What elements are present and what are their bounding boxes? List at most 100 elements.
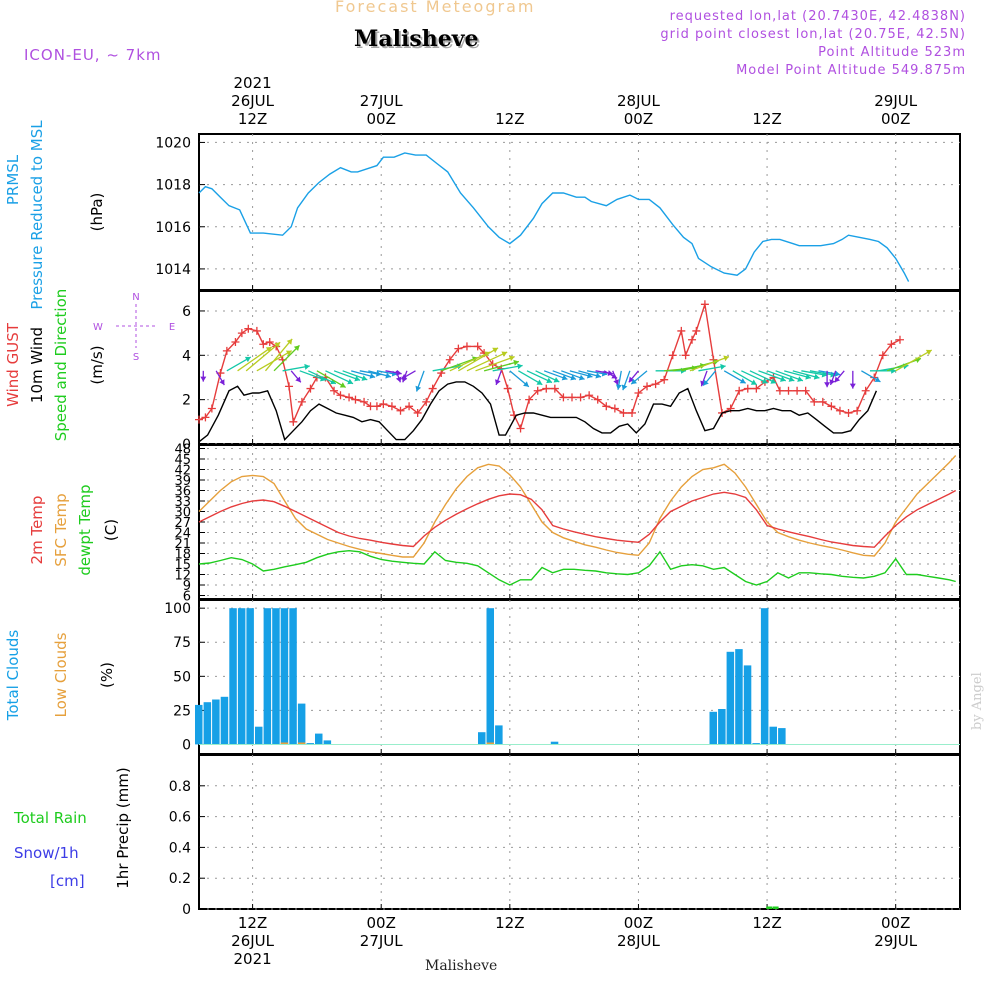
wind-arrow-head — [874, 376, 881, 382]
product-title: Forecast Meteogram — [335, 0, 536, 16]
gust-marker — [244, 324, 253, 333]
x-tick-label-bottom: 27JUL — [360, 932, 403, 950]
cloud-bar — [220, 696, 229, 745]
wind-arrow-head — [415, 385, 422, 392]
y-tick-label-temperature: 48 — [174, 443, 191, 458]
gust-marker — [681, 351, 690, 360]
wind-arrow-head — [495, 379, 501, 385]
gust-marker — [525, 395, 534, 404]
x-tick-label-top: 12Z — [238, 110, 267, 128]
gust-marker — [387, 402, 396, 411]
panel-label-clouds: Total Clouds — [4, 630, 22, 722]
wind-arrow-head — [536, 379, 543, 385]
series-wind-0 — [198, 304, 901, 431]
wind-arrow-head — [200, 376, 207, 382]
wind-arrow-head — [286, 338, 293, 345]
wind-arrow-head — [621, 384, 628, 391]
gust-marker — [550, 384, 559, 393]
series-temperature-2 — [198, 549, 956, 586]
x-tick-label-bottom: 29JUL — [874, 932, 917, 950]
wind-arrow-head — [513, 359, 519, 366]
gust-marker — [195, 415, 203, 424]
y-tick-label-pressure: 1016 — [155, 220, 191, 236]
gridpoint-coords: grid point closest lon,lat (20.75E, 42.5… — [660, 27, 966, 42]
requested-coords: requested lon,lat (20.7430E, 42.4838N) — [669, 9, 966, 24]
y-tick-label-temperature: 9 — [183, 579, 191, 594]
wind-arrow-head — [523, 381, 529, 387]
wind-arrow — [441, 356, 478, 372]
wind-arrow-head — [219, 379, 225, 386]
series-temperature-1 — [198, 489, 957, 548]
x-tick-label-bottom: 00Z — [367, 914, 396, 932]
wind-arrow-head — [700, 380, 706, 387]
gust-marker — [835, 406, 844, 415]
gust-marker — [619, 408, 628, 417]
gust-marker — [351, 395, 360, 404]
gust-marker — [360, 397, 369, 406]
series-pressure-0 — [198, 152, 910, 282]
gust-marker — [297, 397, 306, 406]
cloud-bar — [272, 608, 280, 745]
gust-marker — [870, 373, 879, 382]
y-tick-label-temperature: 42 — [174, 464, 191, 479]
cloud-bar — [212, 699, 220, 745]
y-tick-label-clouds: 25 — [173, 703, 191, 719]
wind-arrow-head — [395, 376, 402, 383]
footer-location: Malisheve — [425, 958, 498, 974]
cloud-bar — [195, 704, 203, 745]
wind-arrow-head — [925, 349, 932, 356]
cloud-bar — [297, 703, 306, 745]
y-tick-label-pressure: 1020 — [155, 135, 191, 151]
y-tick-label-clouds: 100 — [164, 601, 191, 617]
wind-arrow-head — [613, 379, 619, 385]
wind-arrow-head — [595, 372, 602, 379]
wind-arrow-head — [788, 376, 795, 382]
wind-arrow-head — [761, 378, 768, 384]
gust-marker — [428, 384, 437, 393]
x-tick-label-top: 27JUL — [360, 92, 403, 110]
panel-label-temperature: dewpt Temp — [76, 484, 94, 575]
cloud-bar — [289, 608, 297, 745]
low-cloud-bar — [297, 742, 306, 745]
gust-marker — [345, 393, 354, 402]
wind-arrow — [316, 370, 346, 388]
y-tick-label-temperature: 27 — [174, 516, 191, 531]
y-tick-label-clouds: 75 — [173, 635, 191, 651]
panel-label-pressure: PRMSL — [4, 154, 22, 205]
gust-marker — [660, 375, 669, 384]
cloud-bar — [495, 725, 503, 745]
wind-arrow-head — [739, 378, 746, 384]
x-tick-label-top: 00Z — [624, 110, 653, 128]
y-tick-label-temperature: 24 — [174, 527, 191, 542]
cloud-bar — [203, 702, 212, 745]
gust-marker — [895, 335, 904, 344]
cloud-bar — [752, 743, 760, 745]
location-title: Malisheve — [354, 26, 479, 52]
cloud-bar — [246, 608, 254, 745]
wind-arrow-head — [805, 373, 811, 380]
wind-arrow-head — [586, 372, 593, 379]
wind-arrow — [245, 341, 281, 372]
x-tick-label-bottom: 12Z — [495, 914, 524, 932]
panel-label-wind: Speed and Direction — [52, 289, 70, 442]
gust-marker — [585, 391, 594, 400]
gust-marker — [801, 386, 810, 395]
gust-marker — [743, 384, 752, 393]
gust-marker — [576, 393, 585, 402]
gust-marker — [793, 386, 802, 395]
y-tick-label-precip: 0.8 — [169, 779, 191, 795]
rain-bar — [766, 906, 773, 909]
cloud-bar — [263, 608, 272, 745]
y-tick-label-temperature: 33 — [174, 495, 191, 510]
wind-arrow-head — [354, 375, 360, 382]
y-tick-label-temperature: 18 — [174, 548, 191, 563]
gust-marker — [422, 397, 431, 406]
cloud-bar — [760, 608, 769, 745]
gust-marker — [396, 406, 405, 415]
wind-arrow-head — [293, 345, 300, 351]
x-tick-label-top: 12Z — [495, 110, 524, 128]
wind-arrow-head — [553, 377, 560, 383]
y-tick-label-wind: 2 — [182, 393, 191, 409]
x-tick-label-bottom: 12Z — [752, 914, 781, 932]
